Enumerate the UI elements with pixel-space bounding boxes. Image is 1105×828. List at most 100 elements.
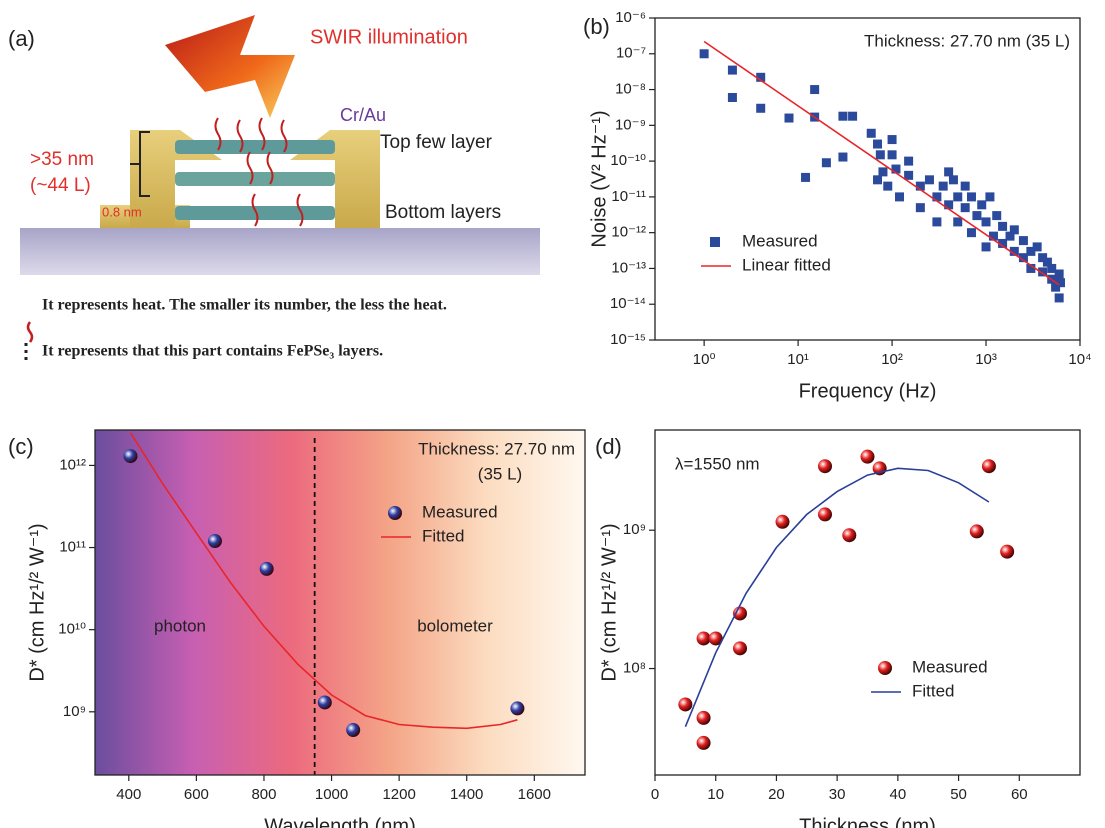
legend-label: Measured	[742, 231, 818, 250]
marker	[1018, 253, 1028, 263]
x-axis-label: Frequency (Hz)	[799, 380, 937, 402]
plot-frame	[654, 17, 1081, 341]
marker	[1055, 278, 1065, 288]
marker	[960, 181, 970, 191]
y-tick-label: 10¹¹	[59, 539, 86, 556]
y-tick-label: 10¹⁰	[58, 621, 86, 638]
marker	[1009, 246, 1019, 256]
marker	[1042, 257, 1052, 267]
top-label: Top few layer	[380, 132, 493, 153]
x-tick-label: 50	[950, 786, 967, 803]
device-diagram	[20, 15, 540, 360]
marker	[696, 710, 711, 725]
marker	[818, 459, 832, 474]
y-tick-label: 10⁹	[623, 521, 646, 538]
annotation: λ=1550 nm	[675, 454, 760, 473]
marker	[873, 175, 883, 185]
legend-label: Measured	[422, 502, 498, 521]
layer-mid	[175, 172, 335, 186]
marker	[981, 459, 996, 474]
illumination: SWIR illumination	[310, 26, 468, 48]
marker	[801, 172, 811, 182]
note: It represents heat. The smaller its numb…	[42, 297, 447, 314]
marker	[915, 203, 925, 213]
panel-label: (d)	[595, 434, 622, 459]
marker	[915, 181, 925, 191]
plot-background	[95, 430, 585, 775]
marker	[977, 200, 987, 210]
y-tick-label: 10⁻¹⁵	[610, 331, 646, 348]
marker	[1000, 544, 1015, 559]
brace	[130, 131, 150, 197]
marker	[710, 237, 720, 247]
panel-label: (c)	[8, 434, 34, 459]
marker	[259, 561, 274, 576]
marker	[992, 211, 1002, 221]
marker	[123, 449, 138, 464]
electrode-label: Cr/Au	[340, 105, 386, 125]
legend-label: Fitted	[912, 681, 955, 700]
marker	[948, 175, 958, 185]
gap: 0.8 nm	[102, 204, 142, 219]
marker	[317, 695, 332, 710]
marker	[1038, 267, 1048, 277]
marker	[875, 150, 885, 160]
marker	[207, 534, 222, 549]
marker	[873, 139, 883, 149]
x-tick-label: 10²	[881, 351, 903, 368]
marker	[981, 217, 991, 227]
panel-label: (a)	[8, 26, 35, 51]
x-axis-label: Wavelength (nm)	[264, 815, 416, 828]
marker	[510, 701, 525, 716]
annotation: (35 L)	[478, 464, 522, 483]
y-tick-label: 10⁻⁸	[615, 81, 646, 98]
marker	[904, 170, 914, 180]
x-tick-label: 60	[1011, 786, 1028, 803]
layer-bottom	[175, 206, 335, 220]
marker	[883, 181, 893, 191]
heat-marks	[214, 117, 304, 227]
x-tick-label: 600	[184, 786, 209, 803]
marker	[998, 221, 1008, 231]
marker	[756, 103, 766, 113]
marker	[756, 72, 766, 82]
panel-label: (b)	[583, 14, 610, 39]
x-tick-label: 20	[768, 786, 785, 803]
x-tick-label: 1400	[450, 786, 483, 803]
marker	[708, 631, 723, 646]
x-axis-label: Thickness (nm)	[799, 815, 936, 828]
marker	[985, 192, 995, 202]
y-axis-label: Noise (V² Hz⁻¹)	[588, 110, 610, 247]
x-tick-label: 400	[116, 786, 141, 803]
marker	[838, 152, 848, 162]
marker	[838, 111, 848, 121]
marker	[988, 231, 998, 241]
marker	[1047, 263, 1057, 273]
marker	[1054, 269, 1064, 279]
heat-icon	[26, 321, 34, 343]
marker	[346, 723, 361, 738]
annotation: Thickness: 27.70 nm (35 L)	[864, 31, 1070, 50]
marker	[981, 242, 991, 252]
marker	[878, 661, 892, 675]
x-tick-label: 1600	[518, 786, 551, 803]
plot-frame	[654, 429, 1081, 776]
y-tick-label: 10⁻¹³	[611, 259, 646, 276]
marker	[966, 228, 976, 238]
y-tick-label: 10⁻⁹	[615, 116, 646, 133]
y-tick-label: 10⁻¹²	[611, 224, 646, 241]
fit-line	[129, 432, 518, 730]
marker	[932, 192, 942, 202]
marker	[733, 641, 747, 656]
marker	[891, 164, 901, 174]
marker	[1009, 225, 1019, 235]
marker	[887, 135, 897, 145]
marker	[1051, 282, 1061, 292]
marker	[1032, 242, 1042, 252]
y-tick-label: 10⁻¹⁴	[610, 295, 646, 312]
marker	[848, 111, 858, 121]
marker	[1054, 293, 1064, 303]
marker	[932, 217, 942, 227]
marker	[1026, 246, 1036, 256]
marker	[733, 606, 747, 621]
